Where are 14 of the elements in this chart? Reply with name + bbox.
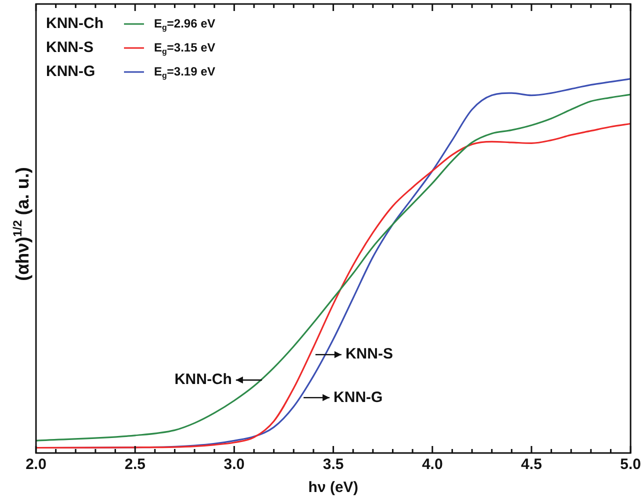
legend-label: KNN-Ch bbox=[46, 15, 104, 32]
x-tick-label: 3.0 bbox=[224, 456, 245, 474]
x-tick-label: 4.5 bbox=[521, 456, 542, 474]
annotation: KNN-G bbox=[334, 388, 383, 406]
x-tick-label: 2.0 bbox=[26, 456, 46, 474]
annotation: KNN-Ch bbox=[174, 371, 232, 388]
legend-label: KNN-S bbox=[46, 39, 94, 56]
x-axis-title: hν (eV) bbox=[308, 479, 358, 496]
annotation: KNN-S bbox=[345, 346, 393, 363]
x-tick-label: 4.0 bbox=[422, 456, 443, 474]
x-tick-label: 5.0 bbox=[620, 456, 642, 474]
x-tick-label: 3.5 bbox=[322, 456, 344, 474]
legend-label: KNN-G bbox=[46, 63, 96, 80]
x-tick-label: 2.5 bbox=[124, 456, 146, 474]
